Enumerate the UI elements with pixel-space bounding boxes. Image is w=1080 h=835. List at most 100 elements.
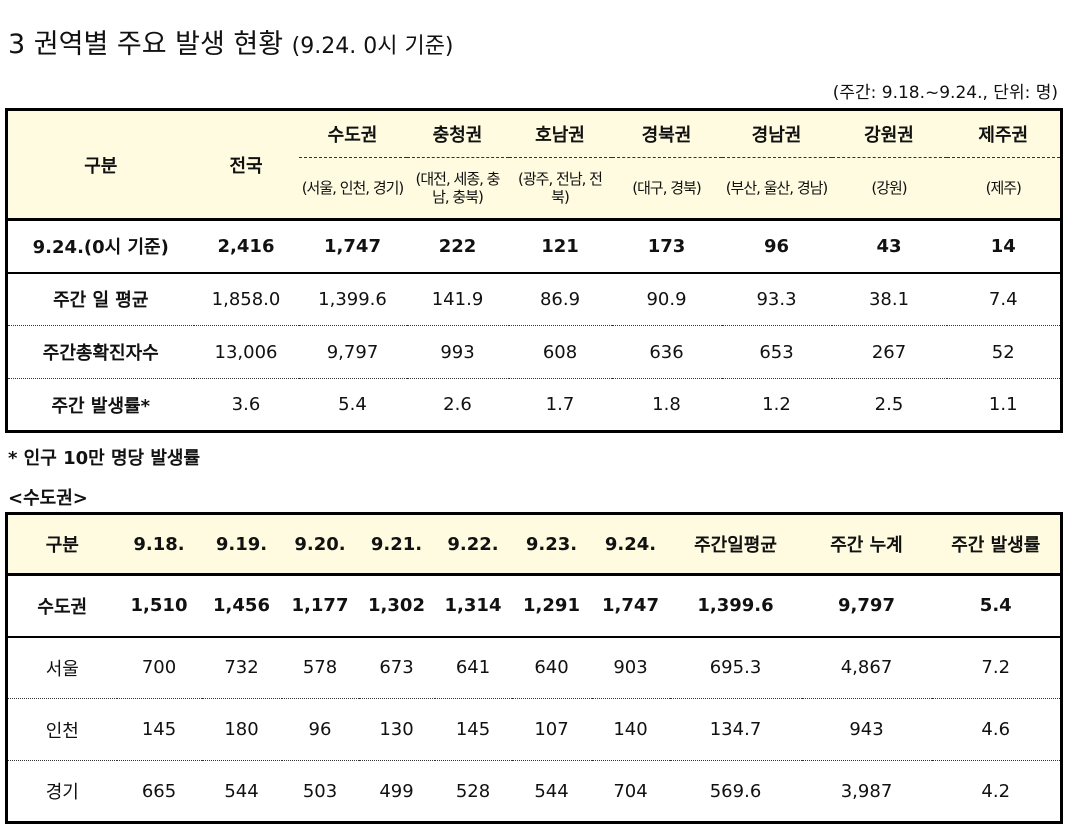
capital-table: 구분 9.18. 9.19. 9.20. 9.21. 9.22. 9.23. 9.24. 주간일… [5,512,1063,824]
cell: 1,399.6 [669,573,802,637]
region-name: 강원권 [831,108,947,158]
region-name: 경남권 [721,108,832,158]
header-cell: 9.21. [358,512,435,576]
data-row: 주간 일 평균 1,858.0 1,399.6 141.9 86.9 90.9 93.3 38… [6,271,1062,326]
cell: 3.6 [193,378,299,433]
cell: 2,416 [193,218,299,273]
cell: 641 [434,635,512,699]
header-cell: 9.23. [511,512,592,576]
data-row: 서울 700 732 578 673 641 640 903 695.3 4,867 7.2 [6,635,1062,699]
cell: 544 [511,760,592,824]
data-row: 주간 발생률* 3.6 5.4 2.6 1.7 1.8 1.2 2.5 1.1 [6,378,1062,433]
cell: 528 [434,760,512,824]
cell: 121 [508,218,612,273]
data-row: 주간총확진자수 13,006 9,797 993 608 636 653 267 52 [6,325,1062,379]
cell: 1,456 [201,573,282,637]
region-sub: (광주, 전남, 전북) [508,157,612,221]
cell: 544 [201,760,282,824]
row-label: 서울 [6,635,117,699]
row-label: 경기 [6,760,117,824]
data-row: 수도권 1,510 1,456 1,177 1,302 1,314 1,291 1,747 1,… [6,573,1062,637]
cell: 13,006 [193,325,299,379]
cell: 1.7 [508,378,612,433]
cell: 7.2 [931,635,1062,699]
region-name: 제주권 [946,108,1062,158]
cell: 96 [721,218,832,273]
cell: 993 [406,325,509,379]
cell: 1,399.6 [298,271,407,326]
cell: 503 [281,760,359,824]
cell: 1,510 [116,573,202,637]
region-name: 경북권 [611,108,722,158]
cell: 1,291 [511,573,592,637]
cell: 43 [831,218,947,273]
header-cell: 9.22. [434,512,512,576]
cell: 4.2 [931,760,1062,824]
cell: 145 [434,698,512,761]
cell: 732 [201,635,282,699]
cell: 130 [358,698,435,761]
cell: 5.4 [298,378,407,433]
cell: 1,177 [281,573,359,637]
row-label: 인천 [6,698,117,761]
cell: 903 [591,635,670,699]
region-name: 수도권 [298,108,407,158]
header-row: 구분 전국 수도권 충청권 호남권 경북권 경남권 강원권 제주권 [6,108,1062,220]
cell: 267 [831,325,947,379]
cell: 1,747 [298,218,407,273]
data-row: 9.24.(0시 기준) 2,416 1,747 222 121 173 96 43 14 [6,218,1062,273]
cell: 9,797 [801,573,932,637]
cell: 1,302 [358,573,435,637]
row-label: 주간총확진자수 [6,325,194,379]
cell: 673 [358,635,435,699]
cell: 86.9 [508,271,612,326]
header-cell: 구분 [6,512,117,576]
cell: 2.5 [831,378,947,433]
region-name: 호남권 [508,108,612,158]
header-sub-row: (서울, 인천, 경기) (대전, 세종, 충남, 충북) (광주, 전남, 전북)… [7,157,1062,221]
cell: 145 [116,698,202,761]
cell: 499 [358,760,435,824]
region-sub: (제주) [946,157,1062,221]
header-cell: 주간일평균 [669,512,802,576]
cell: 704 [591,760,670,824]
cell: 90.9 [611,271,722,326]
region-sub: (대전, 세종, 충남, 충북) [406,157,509,221]
cell: 222 [406,218,509,273]
cell: 1.8 [611,378,722,433]
cell: 52 [946,325,1062,379]
header-cell: 주간 누계 [801,512,932,576]
header-cell: 구분 [6,108,194,220]
cell: 665 [116,760,202,824]
cell: 14 [946,218,1062,273]
header-cell: 9.20. [281,512,359,576]
data-row: 경기 665 544 503 499 528 544 704 569.6 3,987 4.2 [6,760,1062,824]
cell: 4,867 [801,635,932,699]
cell: 943 [801,698,932,761]
cell: 1,314 [434,573,512,637]
cell: 173 [611,218,722,273]
cell: 1,747 [591,573,670,637]
header-cell: 주간 발생률 [931,512,1062,576]
region-sub: (서울, 인천, 경기) [298,157,407,221]
cell: 38.1 [831,271,947,326]
region-name: 충청권 [406,108,509,158]
region-sub: (강원) [831,157,947,221]
cell: 1.1 [946,378,1062,433]
cell: 4.6 [931,698,1062,761]
cell: 640 [511,635,592,699]
cell: 5.4 [931,573,1062,637]
row-label: 수도권 [6,573,117,637]
title-line: 3 권역별 주요 발생 현황 (9.24. 0시 기준) [8,22,454,61]
cell: 93.3 [721,271,832,326]
cell: 1,858.0 [193,271,299,326]
row-label: 주간 일 평균 [6,271,194,326]
unit-note: (주간: 9.18.~9.24., 단위: 명) [832,83,1058,103]
cell: 1.2 [721,378,832,433]
cell: 140 [591,698,670,761]
subtitle: (9.24. 0시 기준) [291,34,454,59]
header-cell: 9.24. [591,512,670,576]
header-cell: 9.18. [116,512,202,576]
cell: 608 [508,325,612,379]
